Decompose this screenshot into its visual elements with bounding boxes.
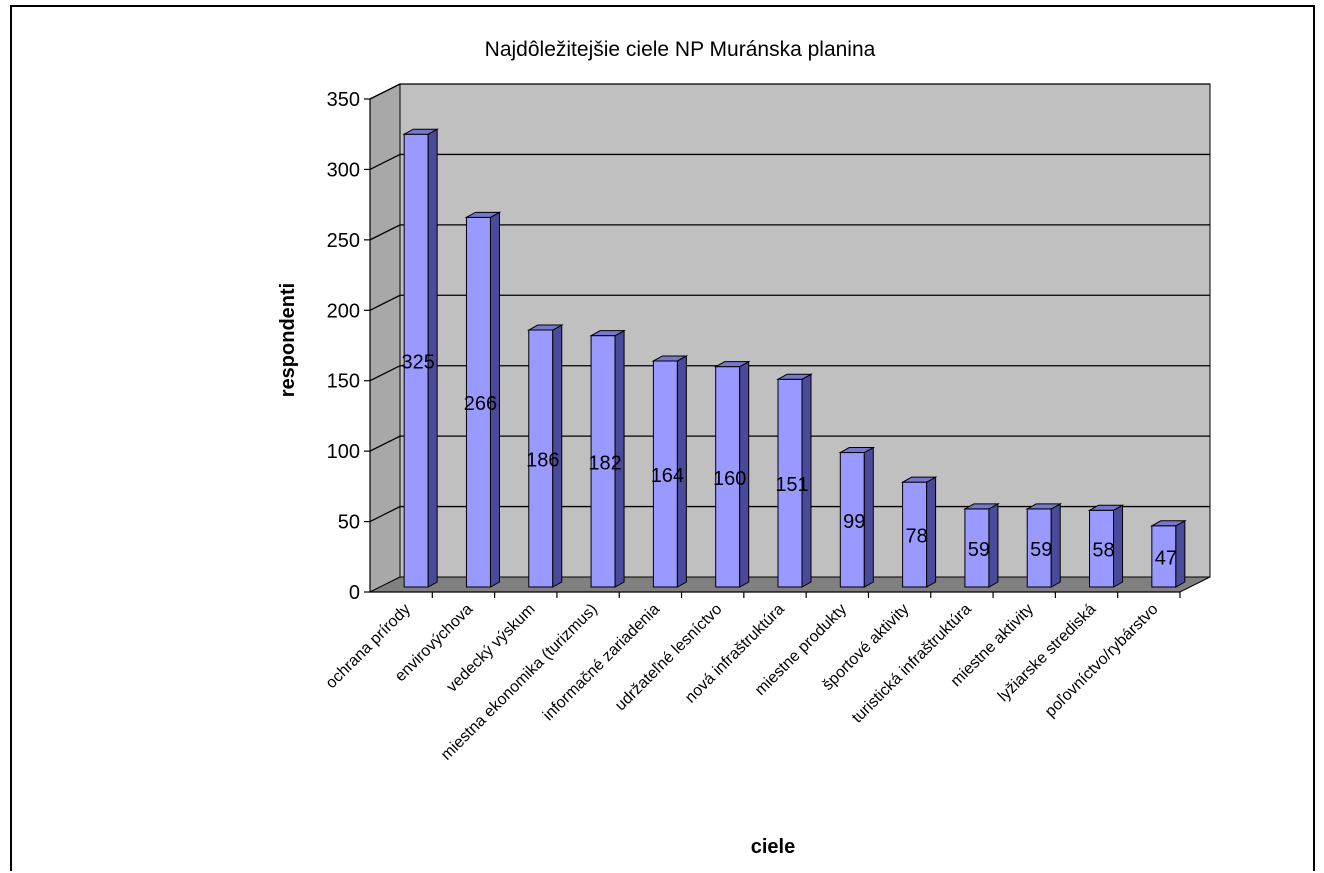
gridline xyxy=(369,365,1210,382)
bar xyxy=(528,329,554,588)
data-label: 266 xyxy=(464,393,497,415)
y-tick-label: 250 xyxy=(327,230,360,252)
side-wall xyxy=(369,83,401,593)
x-axis-title: ciele xyxy=(751,836,795,858)
bar-top xyxy=(589,330,627,337)
bar-top xyxy=(464,211,502,218)
bar-top xyxy=(900,476,938,483)
gridline xyxy=(369,83,1210,100)
gridline xyxy=(369,435,1210,452)
y-tick-label: 50 xyxy=(338,512,360,534)
data-label: 47 xyxy=(1155,547,1177,569)
data-label: 99 xyxy=(843,511,865,533)
bar-side xyxy=(926,476,937,588)
bar xyxy=(902,481,928,588)
bar-side xyxy=(863,446,874,588)
y-tick-label: 0 xyxy=(349,582,360,604)
data-label: 325 xyxy=(401,352,434,374)
gridline xyxy=(369,224,1210,241)
data-label: 78 xyxy=(905,526,927,548)
bar-top xyxy=(1087,504,1125,511)
y-tick-label: 100 xyxy=(327,441,360,463)
data-label: 151 xyxy=(775,474,808,496)
bar xyxy=(839,452,865,588)
bar xyxy=(715,366,741,588)
x-tick-label: turistická infraštruktúra xyxy=(849,601,975,727)
x-tick-label: informačné zariadenia xyxy=(540,601,663,724)
y-tick-label: 350 xyxy=(327,89,360,111)
chart-title: Najdôležitejšie ciele NP Muránska planin… xyxy=(485,38,876,61)
bar-side xyxy=(1113,504,1124,588)
data-label: 182 xyxy=(588,452,621,474)
data-label: 164 xyxy=(651,465,684,487)
y-tick-label: 200 xyxy=(327,300,360,322)
y-tick-label: 300 xyxy=(327,159,360,181)
bar-top xyxy=(402,128,440,135)
bar-top xyxy=(776,373,813,380)
bar-top xyxy=(1025,503,1063,510)
chart-frame xyxy=(10,5,1315,871)
x-tick-label: poľovníctvo/rybárstvo xyxy=(1042,601,1162,721)
data-label: 58 xyxy=(1092,540,1114,562)
y-axis-title: respondenti xyxy=(277,283,299,397)
bar xyxy=(403,133,429,588)
data-label: 186 xyxy=(526,450,559,472)
bar xyxy=(1026,508,1052,588)
y-tick-label: 150 xyxy=(327,371,360,393)
gridline xyxy=(369,505,1210,523)
bar xyxy=(652,360,678,588)
bar-top xyxy=(1149,520,1187,527)
data-label: 59 xyxy=(968,539,990,561)
bar-side xyxy=(1050,503,1061,588)
bar-side xyxy=(1175,519,1186,588)
data-label: 59 xyxy=(1030,539,1052,561)
bar xyxy=(1089,509,1115,588)
bar-top xyxy=(651,355,689,362)
bar-top xyxy=(526,324,564,331)
bar-side xyxy=(988,503,999,588)
bar-top xyxy=(962,503,1000,510)
bar-top xyxy=(838,447,876,454)
x-tick-label: udržateľné lesníctvo xyxy=(612,601,726,715)
gridline xyxy=(369,294,1210,311)
data-label: 160 xyxy=(713,468,746,490)
gridline xyxy=(369,153,1210,171)
bar-top xyxy=(713,361,751,368)
